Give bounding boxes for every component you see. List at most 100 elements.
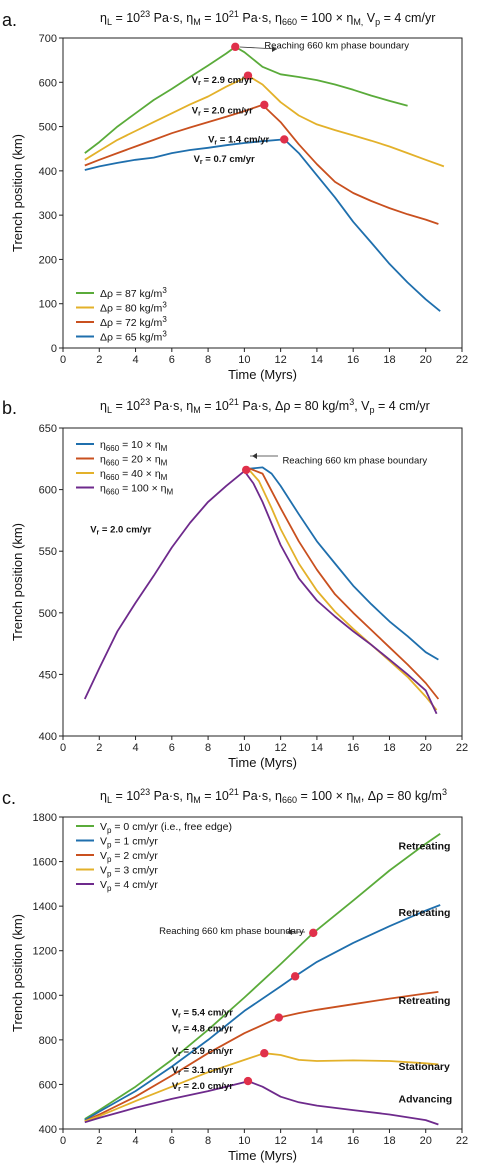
y-tick-label: 600	[39, 1079, 57, 1091]
y-tick-label: 0	[51, 343, 57, 355]
phase-boundary-marker	[243, 1076, 253, 1086]
x-tick-label: 12	[275, 1135, 287, 1147]
regime-label: Stationary	[399, 1061, 451, 1073]
series-line	[84, 1052, 439, 1123]
legend-entry: η660 = 100 × ηM	[100, 483, 174, 497]
x-tick-label: 8	[205, 354, 211, 366]
plot-frame	[62, 37, 463, 349]
x-tick-label: 18	[383, 742, 395, 754]
x-tick-label: 22	[456, 742, 468, 754]
legend-entry: Δρ = 80 kg/m3	[100, 301, 167, 315]
series-line	[84, 832, 441, 1120]
y-tick-label: 1800	[33, 812, 57, 824]
x-tick-label: 8	[205, 742, 211, 754]
x-tick-label: 0	[60, 742, 66, 754]
x-tick-label: 6	[169, 1135, 175, 1147]
velocity-annotation: Vr = 0.7 cm/yr	[194, 154, 255, 166]
x-tick-label: 22	[456, 1135, 468, 1147]
phase-boundary-marker	[309, 928, 318, 938]
x-tick-label: 2	[96, 742, 102, 754]
velocity-annotation: Vr = 3.1 cm/yr	[172, 1065, 233, 1077]
panel-label: c.	[2, 788, 16, 808]
pointer-line	[239, 46, 278, 50]
y-axis-label: Trench position (km)	[10, 914, 25, 1032]
series-line	[84, 904, 441, 1121]
x-tick-label: 20	[420, 1135, 432, 1147]
y-tick-label: 400	[39, 731, 57, 743]
pointer-arrowhead	[252, 453, 257, 459]
x-tick-label: 14	[311, 742, 323, 754]
velocity-annotation: Vr = 2.0 cm/yr	[172, 1081, 233, 1093]
x-tick-label: 12	[275, 354, 287, 366]
velocity-annotation: Vr = 2.9 cm/yr	[192, 75, 253, 87]
y-tick-label: 400	[39, 166, 57, 178]
y-tick-label: 200	[39, 254, 57, 266]
y-tick-label: 600	[39, 77, 57, 89]
series-line	[84, 74, 445, 168]
chart-title: ηL = 1023 Pa·s, ηM = 1021 Pa·s, η660 = 1…	[100, 787, 447, 805]
y-tick-label: 300	[39, 210, 57, 222]
phase-boundary-marker	[280, 135, 289, 144]
x-tick-label: 6	[169, 354, 175, 366]
y-tick-label: 1200	[33, 946, 57, 958]
velocity-annotation: Vr = 5.4 cm/yr	[172, 1007, 233, 1019]
x-tick-label: 22	[456, 354, 468, 366]
velocity-annotation: Vr = 3.9 cm/yr	[172, 1046, 233, 1058]
chart-panel-a: a. ηL = 1023 Pa·s, ηM = 1021 Pa·s, η660 =…	[2, 9, 468, 382]
y-tick-label: 1600	[33, 857, 57, 869]
legend-entry: η660 = 10 × ηM	[100, 439, 168, 453]
x-tick-label: 20	[420, 742, 432, 754]
x-tick-label: 2	[96, 354, 102, 366]
x-tick-label: 6	[169, 742, 175, 754]
x-tick-label: 10	[238, 742, 250, 754]
x-tick-label: 4	[132, 1135, 138, 1147]
legend-entry: η660 = 40 × ηM	[100, 468, 168, 482]
chart-title: ηL = 1023 Pa·s, ηM = 1021 Pa·s, Δρ = 80 …	[100, 397, 430, 415]
phase-boundary-annotation: Reaching 660 km phase boundary	[264, 41, 409, 52]
x-tick-label: 16	[347, 742, 359, 754]
x-tick-label: 0	[60, 354, 66, 366]
y-tick-label: 1400	[33, 901, 57, 913]
x-tick-label: 20	[420, 354, 432, 366]
phase-boundary-marker	[260, 100, 269, 110]
phase-boundary-marker	[274, 1013, 284, 1022]
plot-frame	[62, 427, 463, 737]
legend-entry: Vp = 2 cm/yr	[100, 850, 158, 864]
regime-label: Retreating	[399, 995, 451, 1007]
series-line	[84, 1080, 439, 1126]
y-tick-label: 500	[39, 122, 57, 134]
y-tick-label: 500	[39, 608, 57, 620]
series-line	[247, 468, 438, 711]
y-axis-label: Trench position (km)	[10, 134, 25, 252]
x-axis-label: Time (Myrs)	[228, 367, 297, 382]
chart-title: ηL = 1023 Pa·s, ηM = 1021 Pa·s, η660 = 1…	[100, 9, 435, 27]
regime-label: Advancing	[399, 1093, 453, 1105]
series-line	[83, 470, 438, 715]
pointer-arrowhead	[272, 46, 277, 52]
x-tick-label: 8	[205, 1135, 211, 1147]
x-axis-label: Time (Myrs)	[228, 755, 297, 770]
velocity-annotation: Vr = 2.0 cm/yr	[90, 525, 151, 537]
regime-label: Retreating	[399, 840, 451, 852]
y-tick-label: 800	[39, 1035, 57, 1047]
chart-panel-b: b. ηL = 1023 Pa·s, ηM = 1021 Pa·s, Δρ = 8…	[2, 397, 468, 770]
series-line	[84, 138, 441, 312]
phase-boundary-marker	[241, 465, 251, 475]
phase-boundary-marker	[260, 1049, 269, 1058]
legend-entry: Vp = 0 cm/yr (i.e., free edge)	[100, 821, 232, 835]
legend-entry: Δρ = 87 kg/m3	[100, 286, 167, 300]
y-tick-label: 550	[39, 546, 57, 558]
legend-entry: Vp = 4 cm/yr	[100, 879, 158, 893]
y-tick-label: 700	[39, 33, 57, 45]
series-line	[249, 467, 440, 700]
panel-label: b.	[2, 398, 17, 418]
series-line	[84, 104, 439, 225]
phase-boundary-marker	[243, 71, 253, 80]
y-tick-label: 1000	[33, 990, 57, 1002]
legend-entry: Vp = 3 cm/yr	[100, 865, 158, 879]
x-axis-label: Time (Myrs)	[228, 1148, 297, 1163]
panel-label: a.	[2, 10, 17, 30]
legend-entry: Δρ = 65 kg/m3	[100, 330, 167, 344]
x-tick-label: 4	[132, 354, 138, 366]
chart-panel-c: c. ηL = 1023 Pa·s, ηM = 1021 Pa·s, η660 =…	[2, 787, 468, 1163]
